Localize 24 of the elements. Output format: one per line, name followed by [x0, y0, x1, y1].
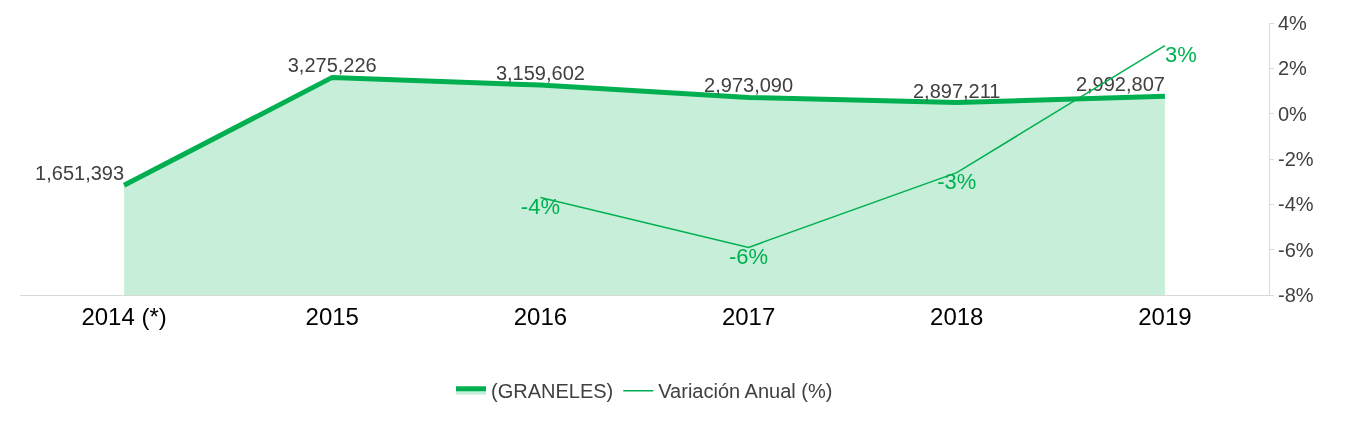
x-tick-label: 2018 — [930, 302, 984, 330]
legend-label: Variación Anual (%) — [658, 380, 833, 403]
data-label: 3% — [1164, 42, 1197, 68]
text: -2% — [1278, 148, 1314, 170]
text: -8% — [1278, 284, 1314, 306]
text: 0% — [1278, 102, 1307, 125]
data-label: 1,651,393 — [35, 162, 125, 185]
x-tick-label: 2017 — [721, 302, 776, 330]
text: -4% — [1278, 193, 1314, 216]
data-label: 3,159,602 — [495, 62, 585, 85]
x-tick-label: 2016 — [513, 302, 568, 330]
data-label: -4% — [520, 194, 560, 220]
data-label: 3,275,226 — [287, 54, 377, 77]
data-label: -3% — [937, 169, 977, 195]
data-label: -6% — [729, 243, 769, 269]
data-label: 2,973,090 — [704, 74, 794, 97]
legend-label: (GRANELES) — [491, 380, 614, 403]
x-tick-label: 2014 (*) — [81, 302, 167, 330]
text: 4% — [1278, 12, 1307, 34]
text: 2% — [1278, 57, 1307, 80]
x-tick-label: 2015 — [305, 302, 359, 330]
x-tick-label: 2019 — [1138, 302, 1192, 330]
text: -6% — [1278, 238, 1314, 261]
data-label: 2,897,211 — [913, 79, 1001, 102]
